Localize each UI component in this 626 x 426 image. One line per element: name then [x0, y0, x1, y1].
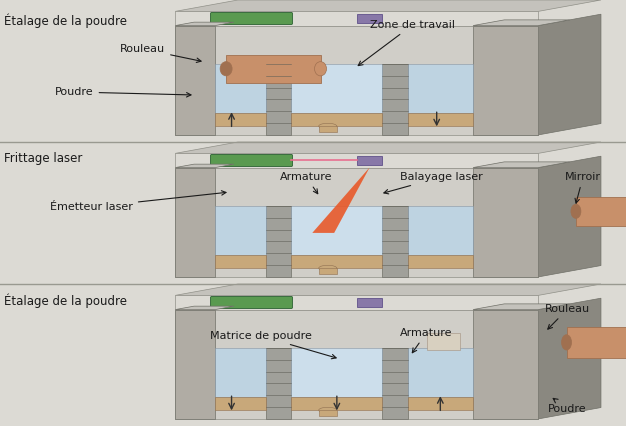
- Text: Émetteur laser: Émetteur laser: [50, 191, 226, 212]
- FancyBboxPatch shape: [210, 296, 292, 308]
- Bar: [215, 348, 266, 397]
- Bar: [215, 113, 266, 126]
- Bar: [215, 255, 266, 268]
- Text: Étalage de la poudre: Étalage de la poudre: [4, 294, 127, 308]
- Bar: [357, 298, 382, 307]
- Bar: [266, 206, 292, 277]
- Text: Rouleau: Rouleau: [545, 304, 590, 329]
- Text: Armature: Armature: [280, 172, 332, 194]
- Ellipse shape: [571, 204, 581, 219]
- Polygon shape: [473, 162, 570, 167]
- Polygon shape: [473, 20, 570, 26]
- Ellipse shape: [319, 407, 337, 413]
- Bar: [382, 206, 408, 277]
- Bar: [357, 156, 382, 165]
- Bar: [408, 113, 473, 126]
- Bar: [292, 64, 382, 113]
- FancyBboxPatch shape: [210, 155, 292, 167]
- Bar: [357, 14, 382, 23]
- Text: Rouleau: Rouleau: [120, 44, 201, 63]
- Bar: [175, 26, 215, 135]
- Polygon shape: [175, 164, 234, 167]
- Text: Poudre: Poudre: [55, 87, 191, 97]
- Bar: [382, 348, 408, 419]
- Bar: [175, 167, 215, 277]
- Bar: [175, 167, 538, 277]
- FancyBboxPatch shape: [210, 12, 292, 24]
- Polygon shape: [175, 0, 601, 12]
- Bar: [408, 255, 473, 268]
- Bar: [266, 348, 292, 419]
- Polygon shape: [312, 167, 369, 233]
- Bar: [473, 167, 538, 277]
- Bar: [576, 197, 626, 225]
- Text: Étalage de la poudre: Étalage de la poudre: [4, 14, 127, 29]
- Text: Balayage laser: Balayage laser: [384, 172, 483, 194]
- Bar: [266, 64, 292, 135]
- Text: Matrice de poudre: Matrice de poudre: [210, 331, 336, 359]
- Ellipse shape: [562, 335, 572, 350]
- Bar: [292, 348, 382, 397]
- Bar: [226, 55, 321, 83]
- Bar: [215, 206, 266, 255]
- Polygon shape: [473, 304, 570, 310]
- Bar: [175, 26, 538, 135]
- Polygon shape: [175, 142, 601, 153]
- Bar: [215, 64, 266, 113]
- Ellipse shape: [319, 265, 337, 271]
- Bar: [473, 26, 538, 135]
- Polygon shape: [538, 14, 601, 135]
- Bar: [428, 333, 460, 350]
- Bar: [408, 397, 473, 410]
- Text: Zone de travail: Zone de travail: [358, 20, 455, 66]
- Bar: [175, 295, 538, 310]
- Polygon shape: [312, 167, 369, 233]
- Polygon shape: [175, 306, 234, 310]
- Bar: [292, 255, 382, 268]
- Ellipse shape: [220, 62, 232, 76]
- Bar: [292, 397, 382, 410]
- Bar: [292, 206, 382, 255]
- Text: Armature: Armature: [400, 328, 453, 353]
- Bar: [408, 348, 473, 397]
- Bar: [215, 397, 266, 410]
- Text: Mirroir: Mirroir: [565, 172, 601, 203]
- Ellipse shape: [314, 62, 327, 76]
- Bar: [319, 268, 337, 274]
- Bar: [175, 310, 215, 419]
- Bar: [292, 113, 382, 126]
- Bar: [473, 310, 538, 419]
- Bar: [408, 206, 473, 255]
- Text: Poudre: Poudre: [548, 398, 587, 414]
- Ellipse shape: [319, 123, 337, 129]
- Bar: [175, 12, 538, 26]
- Text: Frittage laser: Frittage laser: [4, 152, 83, 165]
- Polygon shape: [538, 298, 601, 419]
- Bar: [175, 310, 538, 419]
- Bar: [175, 153, 538, 167]
- Bar: [319, 126, 337, 132]
- Polygon shape: [538, 156, 601, 277]
- Bar: [567, 327, 626, 358]
- Polygon shape: [175, 22, 234, 26]
- Bar: [408, 64, 473, 113]
- Bar: [319, 410, 337, 416]
- Bar: [382, 64, 408, 135]
- Polygon shape: [175, 284, 601, 295]
